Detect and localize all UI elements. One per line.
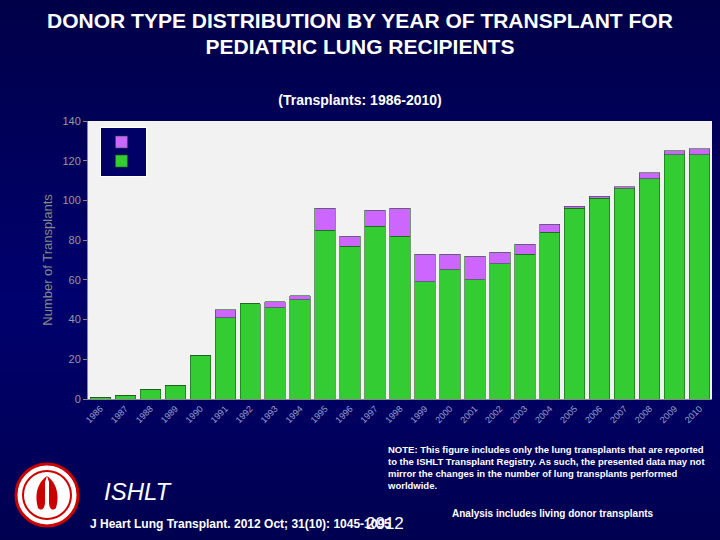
svg-text:1994: 1994 xyxy=(284,404,305,425)
html-text:(Transplants: 1986-2010): (Transplants: 1986-2010) xyxy=(278,92,442,108)
svg-text:2003: 2003 xyxy=(508,404,529,425)
svg-text:2002: 2002 xyxy=(483,404,504,425)
svg-text:1995: 1995 xyxy=(308,404,329,425)
svg-text:100: 100 xyxy=(62,194,80,206)
svg-text:1986: 1986 xyxy=(84,404,105,425)
svg-text:1990: 1990 xyxy=(184,404,205,425)
html-text:NOTE: This figure includes onl: NOTE: This figure includes only the lung… xyxy=(388,444,705,491)
html-text:DONOR TYPE DISTRIBUTION BY YEA: DONOR TYPE DISTRIBUTION BY YEAR OF TRANS… xyxy=(47,9,673,58)
svg-text:1987: 1987 xyxy=(109,404,130,425)
svg-text:2009: 2009 xyxy=(658,404,679,425)
svg-text:120: 120 xyxy=(62,155,80,167)
svg-text:0: 0 xyxy=(75,393,81,405)
html-text:ISHLT: ISHLT xyxy=(104,478,171,505)
svg-text:40: 40 xyxy=(69,313,81,325)
svg-text:1991: 1991 xyxy=(209,404,230,425)
svg-text:2007: 2007 xyxy=(608,404,629,425)
svg-text:1992: 1992 xyxy=(234,404,255,425)
svg-text:20: 20 xyxy=(69,353,81,365)
svg-text:2000: 2000 xyxy=(433,404,454,425)
svg-text:2010: 2010 xyxy=(683,404,704,425)
svg-text:60: 60 xyxy=(69,274,81,286)
svg-text:1989: 1989 xyxy=(159,404,180,425)
svg-text:Number of Transplants: Number of Transplants xyxy=(40,194,55,326)
svg-text:1996: 1996 xyxy=(333,404,354,425)
svg-text:2001: 2001 xyxy=(458,404,479,425)
svg-text:140: 140 xyxy=(62,115,80,127)
html-text:2012: 2012 xyxy=(366,514,404,533)
svg-text:1993: 1993 xyxy=(259,404,280,425)
html-text:Analysis includes living donor: Analysis includes living donor transplan… xyxy=(452,508,654,519)
svg-text:2005: 2005 xyxy=(558,404,579,425)
svg-text:2006: 2006 xyxy=(583,404,604,425)
svg-text:1998: 1998 xyxy=(383,404,404,425)
svg-text:1988: 1988 xyxy=(134,404,155,425)
svg-text:2004: 2004 xyxy=(533,404,554,425)
html-text:J Heart Lung Transplant. 2012: J Heart Lung Transplant. 2012 Oct; 31(10… xyxy=(90,517,391,531)
svg-text:1997: 1997 xyxy=(358,404,379,425)
svg-text:1999: 1999 xyxy=(408,404,429,425)
svg-text:80: 80 xyxy=(69,234,81,246)
svg-text:2008: 2008 xyxy=(633,404,654,425)
